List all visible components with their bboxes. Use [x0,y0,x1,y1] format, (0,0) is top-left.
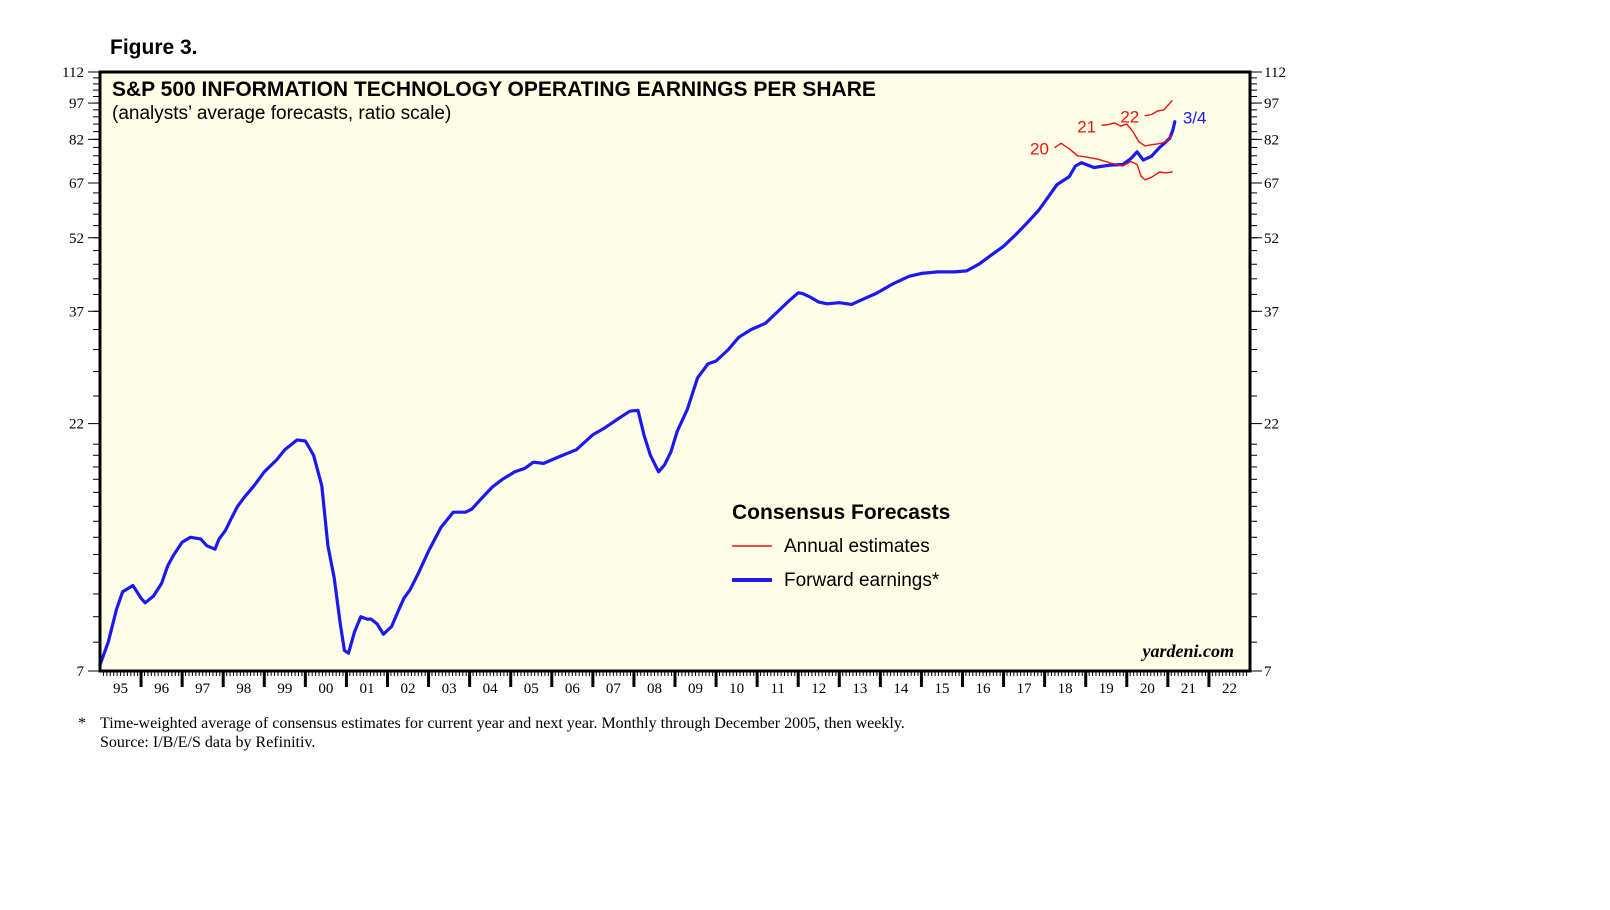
annual-estimate-label: 21 [1077,117,1096,136]
legend-annual-label: Annual estimates [784,536,930,557]
annual-estimate-line [1144,100,1173,117]
y-tick-label-right: 67 [1264,176,1280,192]
x-tick-label: 21 [1181,681,1196,697]
x-tick-label: 99 [277,681,292,697]
y-tick-label-right: 37 [1264,304,1280,320]
left-y-axis: 7 22 37 52 67 82 97 112 [62,65,99,680]
x-tick-label: 22 [1222,681,1237,697]
y-tick-label-left: 7 [77,664,85,680]
y-tick-label-right: 112 [1264,65,1286,81]
y-tick-label-left: 82 [69,132,84,148]
x-tick-label: 18 [1058,681,1073,697]
annual-estimate-line [1101,122,1173,147]
y-tick-label-left: 52 [69,231,84,247]
x-tick-label: 07 [606,681,622,697]
x-tick-label: 00 [318,681,333,697]
x-tick-label: 20 [1140,681,1155,697]
x-tick-label: 98 [236,681,251,697]
x-tick-label: 04 [483,681,499,697]
x-tick-label: 08 [647,681,662,697]
legend-title: Consensus Forecasts [732,501,950,524]
chart-subtitle: (analysts’ average forecasts, ratio scal… [112,103,451,124]
right-y-axis: 7 22 37 52 67 82 97 112 [1251,65,1286,680]
y-tick-label-right: 22 [1264,417,1279,433]
annual-estimate-line [1054,142,1173,181]
y-tick-label-right: 97 [1264,96,1280,112]
forward-end-label: 3/4 [1183,109,1207,128]
plot-area [100,72,1250,671]
x-tick-label: 96 [154,681,170,697]
figure-label: Figure 3. [110,36,198,59]
annual-estimate-label: 22 [1120,108,1139,127]
watermark: yardeni.com [1141,641,1235,661]
x-tick-label: 97 [195,681,211,697]
x-tick-label: 05 [524,681,539,697]
y-tick-label-left: 67 [69,176,85,192]
x-tick-label: 03 [442,681,457,697]
x-tick-label: 01 [359,681,374,697]
footnote-text: Time-weighted average of consensus estim… [100,715,905,732]
x-tick-label: 95 [113,681,128,697]
x-tick-label: 14 [893,681,909,697]
x-tick-label: 17 [1017,681,1033,697]
y-tick-label-right: 82 [1264,132,1279,148]
y-tick-label-left: 22 [69,417,84,433]
chart-title: S&P 500 INFORMATION TECHNOLOGY OPERATING… [112,78,876,101]
x-tick-label: 06 [565,681,581,697]
x-tick-label: 11 [770,681,784,697]
y-tick-label-left: 112 [62,65,84,81]
x-tick-label: 02 [401,681,416,697]
y-tick-label-right: 52 [1264,231,1279,247]
x-tick-label: 13 [852,681,867,697]
forward-earnings-line [98,120,1177,667]
legend: Consensus Forecasts Annual estimates For… [732,501,950,591]
x-axis: 95 96 97 98 99 00 01 02 03 04 05 06 07 08 09 10 11 12 13 14… [102,671,1248,697]
footnote-source: Source: I/B/E/S data by Refinitiv. [100,734,316,751]
x-tick-label: 10 [729,681,744,697]
footnote-marker: * [78,715,86,732]
x-tick-label: 09 [688,681,703,697]
x-tick-label: 16 [976,681,992,697]
plot-frame [98,70,1252,673]
series-layer: 3/4 20 21 22 [98,100,1207,667]
legend-forward-label: Forward earnings* [784,570,940,591]
y-tick-label-right: 7 [1264,664,1272,680]
x-tick-label: 15 [934,681,949,697]
footnote: * Time-weighted average of consensus est… [78,714,905,752]
x-tick-label: 19 [1099,681,1114,697]
y-tick-label-left: 97 [69,96,85,112]
annual-estimate-label: 20 [1030,139,1049,158]
y-tick-label-left: 37 [69,304,85,320]
x-tick-label: 12 [811,681,826,697]
